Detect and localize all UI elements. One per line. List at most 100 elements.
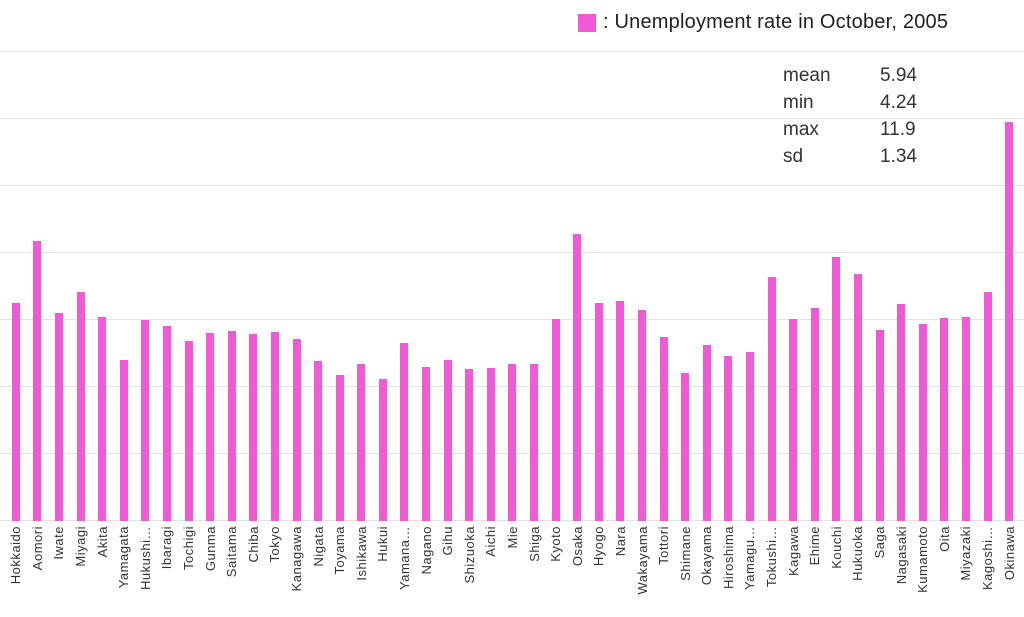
bar-shimane	[681, 372, 690, 521]
bar-slot	[588, 52, 610, 521]
x-axis-label-slot: Chiba	[243, 526, 265, 617]
stats-panel: mean 5.94 min 4.24 max 11.9 sd 1.34	[783, 62, 917, 170]
bar-slot	[696, 52, 718, 521]
stat-value: 1.34	[880, 146, 917, 167]
bar-saitama	[227, 331, 236, 521]
x-axis-label: Tokyo	[267, 526, 283, 563]
x-axis-label-slot: Ishikawa	[351, 526, 373, 617]
x-axis-label: Yamagu…	[742, 526, 758, 590]
x-axis-label-slot: Saitama	[221, 526, 243, 617]
x-axis-label-slot: Oita	[934, 526, 956, 617]
x-axis-label: Shizuoka	[461, 526, 477, 584]
bar-slot	[5, 52, 27, 521]
bar-tokushi	[767, 277, 776, 521]
x-axis-label: Okinawa	[1001, 526, 1017, 581]
bar-kouchi	[832, 257, 841, 521]
x-axis-label-slot: Shimane	[674, 526, 696, 617]
bar-gunma	[206, 332, 215, 521]
x-axis-label-slot: Hyogo	[588, 526, 610, 617]
stat-value: 11.9	[880, 119, 916, 140]
bar-kagoshi	[983, 291, 992, 521]
x-axis-label: Hukui	[375, 526, 391, 562]
x-axis-label: Hyogo	[591, 526, 607, 567]
bar-tottori	[659, 336, 668, 521]
stat-label: sd	[783, 146, 804, 167]
bar-slot	[804, 52, 826, 521]
x-axis-label: Toyama	[332, 526, 348, 575]
bar-slot	[372, 52, 394, 521]
stat-row-sd: sd 1.34	[783, 143, 917, 170]
x-axis-label-slot: Kouchi	[826, 526, 848, 617]
x-axis-label: Aomori	[29, 526, 45, 571]
x-axis-label-slot: Hukui	[372, 526, 394, 617]
x-axis-label: Kanagawa	[289, 526, 305, 592]
bar-mie	[508, 363, 517, 521]
bar-aomori	[33, 240, 42, 521]
x-axis-label: Akita	[94, 526, 110, 558]
x-axis-label-slot: Okayama	[696, 526, 718, 617]
x-axis-label: Gunma	[202, 526, 218, 572]
stat-value: 5.94	[880, 65, 917, 86]
x-axis-label-slot: Nigata	[307, 526, 329, 617]
stat-row-min: min 4.24	[783, 89, 917, 116]
x-axis-label: Kouchi	[828, 526, 844, 569]
x-axis-label: Tokushi…	[764, 526, 780, 588]
bar-hokkaido	[11, 303, 20, 521]
bar-kumamoto	[918, 323, 927, 521]
bar-iwate	[54, 313, 63, 521]
bar-slot	[869, 52, 891, 521]
bar-slot	[739, 52, 761, 521]
gridline	[0, 185, 1024, 186]
x-axis-label: Nara	[612, 526, 628, 557]
bar-slot	[718, 52, 740, 521]
bar-wakayama	[638, 309, 647, 521]
bar-miyazaki	[961, 316, 970, 521]
bar-shizuoka	[465, 368, 474, 521]
x-axis-label-slot: Nagano	[415, 526, 437, 617]
stat-label: max	[783, 119, 819, 140]
bar-tokyo	[270, 331, 279, 521]
bar-kagawa	[789, 319, 798, 521]
bar-slot	[70, 52, 92, 521]
x-axis-label-slot: Shizuoka	[458, 526, 480, 617]
x-axis-label: Hiroshima	[720, 526, 736, 590]
x-axis-label-slot: Wakayama	[631, 526, 653, 617]
x-axis-label: Wakayama	[634, 526, 650, 595]
bar-kyoto	[551, 319, 560, 521]
x-axis-label-slot: Shiga	[523, 526, 545, 617]
x-axis-label: Kagoshi…	[980, 526, 996, 590]
bar-slot	[351, 52, 373, 521]
x-axis-label-slot: Miyazaki	[955, 526, 977, 617]
stat-label: min	[783, 92, 814, 113]
x-axis-label: Miyagi	[73, 526, 89, 567]
bar-oita	[940, 317, 949, 521]
x-axis-label: Aichi	[483, 526, 499, 557]
x-axis-label: Nagano	[418, 526, 434, 575]
bar-kanagawa	[292, 338, 301, 521]
bar-ibaragi	[162, 326, 171, 521]
stat-value: 4.24	[880, 92, 917, 113]
x-axis-label: Hokkaido	[8, 526, 24, 585]
x-axis-label: Ehime	[807, 526, 823, 566]
bar-osaka	[573, 233, 582, 521]
x-axis-label-slot: Aomori	[27, 526, 49, 617]
bar-yamagu	[745, 352, 754, 521]
bar-slot	[48, 52, 70, 521]
x-axis-label-slot: Nara	[610, 526, 632, 617]
bar-gihu	[443, 359, 452, 521]
x-axis-label: Kyoto	[548, 526, 564, 562]
x-axis-label-slot: Saga	[869, 526, 891, 617]
bar-slot	[264, 52, 286, 521]
bar-okayama	[702, 345, 711, 521]
x-axis-label-slot: Gihu	[437, 526, 459, 617]
x-axis-label-slot: Kagawa	[782, 526, 804, 617]
x-axis-label: Mie	[504, 526, 520, 549]
x-axis-label-slot: Aichi	[480, 526, 502, 617]
legend-swatch-icon	[578, 13, 596, 32]
bar-slot	[761, 52, 783, 521]
x-axis-label-slot: Gunma	[199, 526, 221, 617]
x-axis-label-slot: Kagoshi…	[977, 526, 999, 617]
bar-slot	[977, 52, 999, 521]
x-axis-label: Tottori	[656, 526, 672, 565]
